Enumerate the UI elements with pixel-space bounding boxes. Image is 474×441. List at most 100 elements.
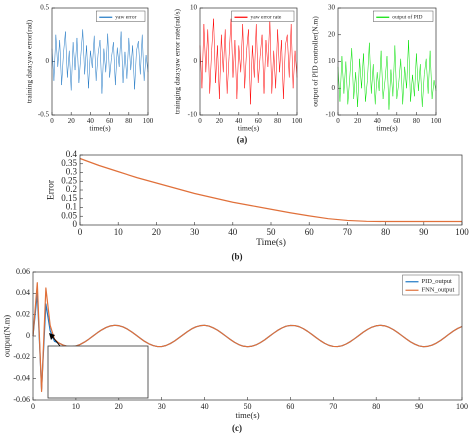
axes-frame	[337, 7, 437, 116]
y-tick-label: 0.1	[66, 202, 77, 212]
data-line	[51, 29, 149, 94]
y-tick-label: -10	[326, 111, 336, 119]
x-tick-label: 50	[244, 402, 252, 411]
y-tick-label: 0.35	[61, 158, 77, 168]
y-tick-label: 0	[46, 57, 50, 65]
x-tick-label: 60	[106, 117, 114, 125]
x-tick-label: 30	[158, 402, 166, 411]
panel-caption: (a)	[237, 134, 248, 144]
y-tick-label: 0.06	[16, 267, 30, 276]
x-tick-label: 0	[78, 227, 83, 237]
y-axis-label: Error	[46, 179, 56, 200]
legend-label: yaw error	[115, 15, 136, 21]
legend-label: output of PID	[392, 14, 422, 21]
y-tick-label: 0.05	[61, 210, 77, 220]
y-tick-label: 0	[194, 57, 198, 65]
x-tick-label: 60	[393, 117, 401, 125]
x-tick-label: 80	[413, 117, 421, 125]
data-line	[32, 282, 463, 393]
x-tick-label: 0	[50, 117, 54, 125]
legend-box	[96, 10, 146, 22]
zoom-inset	[47, 345, 149, 399]
x-axis-label: time(s)	[376, 124, 398, 133]
x-tick-label: 10	[114, 227, 124, 237]
y-tick-label: 0.04	[16, 288, 30, 297]
axes-frame	[79, 154, 463, 226]
x-tick-label: 100	[143, 117, 154, 125]
x-tick-label: 0	[336, 117, 340, 125]
panel-caption: (c)	[232, 423, 242, 433]
x-tick-label: 100	[456, 402, 468, 411]
x-tick-label: 60	[286, 402, 294, 411]
x-tick-label: 100	[292, 117, 303, 125]
x-tick-label: 30	[190, 227, 200, 237]
y-tick-label: 0	[332, 84, 336, 92]
x-axis-label: time(s)	[235, 410, 259, 420]
legend-box	[231, 10, 295, 22]
x-tick-label: 80	[372, 402, 380, 411]
x-axis-label: time(s)	[89, 124, 111, 133]
y-tick-label: -0.04	[13, 373, 30, 382]
x-tick-label: 0	[31, 402, 35, 411]
legend-label: yaw error rate	[251, 15, 282, 21]
x-tick-label: 90	[419, 227, 429, 237]
x-tick-label: 100	[455, 227, 469, 237]
x-axis-label: time(s)	[238, 124, 260, 133]
y-axis-label: training data:yaw error(rad)	[24, 19, 33, 103]
data-line	[79, 157, 462, 223]
x-tick-label: 40	[235, 117, 243, 125]
y-tick-label: 0	[73, 219, 78, 229]
x-tick-label: 20	[354, 117, 362, 125]
x-tick-label: 70	[329, 402, 337, 411]
y-tick-label: -0.02	[13, 352, 30, 361]
y-tick-label: 0.2	[66, 184, 77, 194]
legend-box	[373, 10, 434, 22]
y-axis-label: output(N.m)	[1, 315, 11, 357]
x-tick-label: 50	[267, 227, 277, 237]
x-tick-label: 60	[305, 227, 315, 237]
y-axis-label: output of PID controller(N.m)	[310, 16, 319, 107]
y-tick-label: 10	[328, 57, 336, 65]
y-tick-label: 20	[328, 30, 336, 38]
y-tick-label: 0.02	[16, 309, 30, 318]
legend-label: PID_output	[422, 278, 453, 285]
plot-area	[80, 155, 462, 225]
x-tick-label: 40	[374, 117, 382, 125]
data-line	[199, 18, 298, 105]
x-tick-label: 10	[72, 402, 80, 411]
y-tick-label: 0	[26, 331, 30, 340]
data-line	[337, 39, 437, 110]
y-tick-label: -0.5	[38, 111, 50, 119]
y-tick-label: -10	[188, 111, 198, 119]
y-tick-label: 0.5	[40, 4, 49, 12]
x-tick-label: 60	[255, 117, 263, 125]
x-axis-label: Time(s)	[256, 237, 286, 248]
y-tick-label: 0.15	[61, 193, 77, 203]
x-tick-label: 20	[152, 227, 162, 237]
plot-area	[52, 8, 148, 115]
x-tick-label: 100	[431, 117, 442, 125]
x-tick-label: 40	[201, 402, 209, 411]
x-tick-label: 80	[274, 117, 282, 125]
plot-area	[200, 8, 297, 115]
zoom-arrow	[51, 335, 61, 347]
panel-caption: (b)	[232, 251, 243, 261]
y-tick-label: 0.25	[61, 175, 77, 185]
y-tick-label: 0.3	[66, 167, 78, 177]
x-tick-label: 40	[228, 227, 238, 237]
axes-frame	[199, 7, 298, 116]
axes-frame	[51, 7, 149, 116]
x-tick-label: 20	[115, 402, 123, 411]
x-tick-label: 40	[87, 117, 95, 125]
legend-label: FNN_output	[422, 287, 455, 294]
y-axis-label: trainging data:yaw error rate(rad/s)	[172, 8, 181, 114]
zoom-arrowhead	[49, 333, 55, 340]
y-tick-label: -0.06	[13, 395, 30, 404]
x-tick-label: 70	[343, 227, 353, 237]
x-tick-label: 80	[381, 227, 391, 237]
x-tick-label: 20	[216, 117, 224, 125]
x-tick-label: 90	[415, 402, 423, 411]
y-tick-label: 30	[328, 4, 336, 12]
y-tick-label: 0.4	[66, 149, 78, 159]
